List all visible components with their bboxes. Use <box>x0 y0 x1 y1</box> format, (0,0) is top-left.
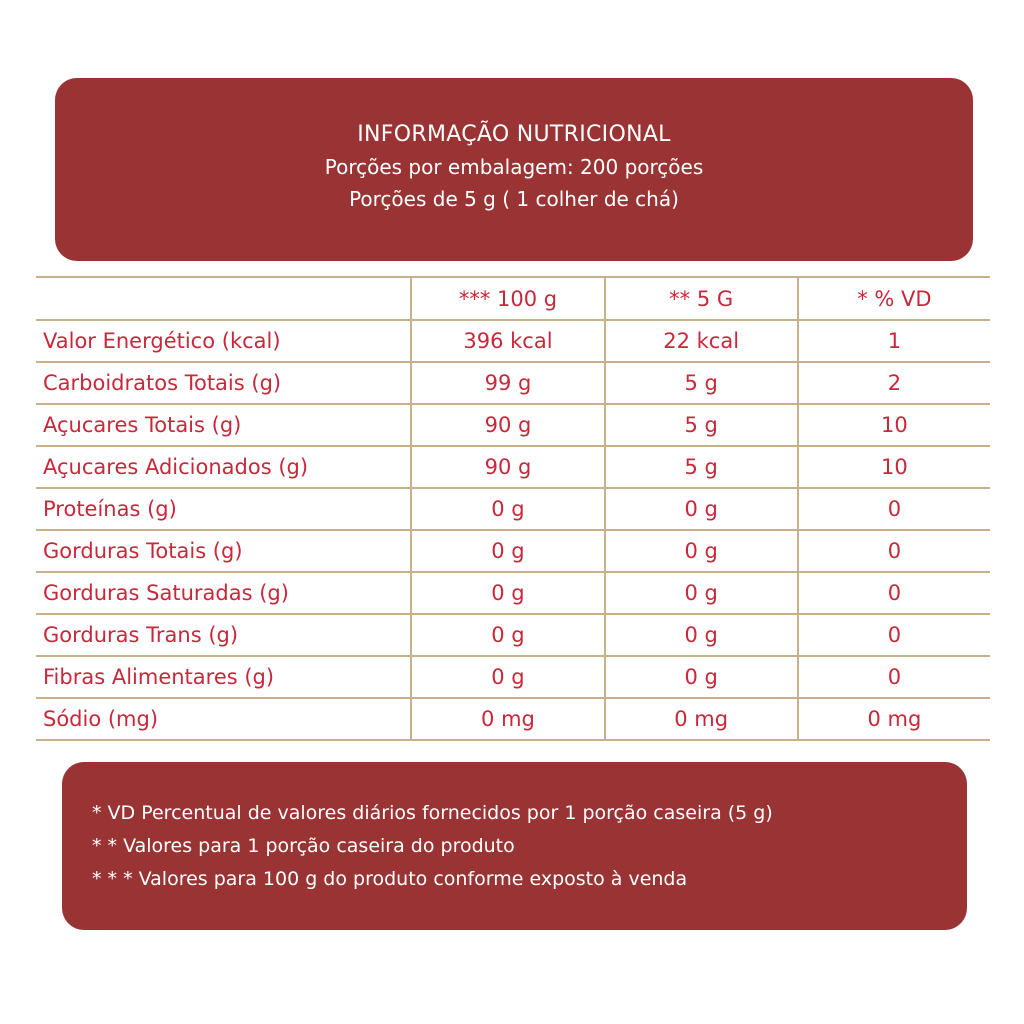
value-per-100g: 0 g <box>410 529 605 573</box>
column-header-nutrient <box>36 276 412 321</box>
nutrient-label: Proteínas (g) <box>36 487 412 531</box>
value-vd: 2 <box>796 361 990 405</box>
nutrient-label: Fibras Alimentares (g) <box>36 655 412 699</box>
value-vd: 10 <box>796 445 990 489</box>
value-vd: 0 <box>796 655 990 699</box>
value-per-100g: 0 g <box>410 655 605 699</box>
footnotes-panel: * VD Percentual de valores diários forne… <box>62 762 967 930</box>
column-header-vd: * % VD <box>796 276 990 321</box>
value-per-100g: 396 kcal <box>410 319 605 363</box>
nutrient-label: Açucares Adicionados (g) <box>36 445 412 489</box>
servings-per-package: Porções por embalagem: 200 porções <box>324 155 704 179</box>
value-per-5g: 5 g <box>603 445 798 489</box>
header-panel: INFORMAÇÃO NUTRICIONAL Porções por embal… <box>55 78 973 261</box>
nutrient-label: Gorduras Trans (g) <box>36 613 412 657</box>
value-per-100g: 99 g <box>410 361 605 405</box>
value-per-100g: 0 mg <box>410 697 605 741</box>
value-vd: 0 mg <box>796 697 990 741</box>
value-per-5g: 0 g <box>603 655 798 699</box>
table-header-row: *** 100 g ** 5 G * % VD <box>36 276 990 321</box>
nutrient-label: Açucares Totais (g) <box>36 403 412 447</box>
value-per-5g: 0 g <box>603 613 798 657</box>
footnote-serving: * * Valores para 1 porção caseira do pro… <box>92 835 515 857</box>
value-per-5g: 0 g <box>603 529 798 573</box>
value-vd: 0 <box>796 529 990 573</box>
nutrient-label: Carboidratos Totais (g) <box>36 361 412 405</box>
label-title: INFORMAÇÃO NUTRICIONAL <box>357 122 671 147</box>
nutrition-table: *** 100 g ** 5 G * % VD Valor Energético (k… <box>36 276 990 741</box>
value-vd: 0 <box>796 571 990 615</box>
value-per-5g: 22 kcal <box>603 319 798 363</box>
table-row: Valor Energético (kcal) 396 kcal 22 kcal 1 <box>36 319 990 363</box>
value-per-5g: 5 g <box>603 361 798 405</box>
value-per-5g: 0 g <box>603 571 798 615</box>
footnote-100g: * * * Valores para 100 g do produto conf… <box>92 868 688 890</box>
value-per-5g: 5 g <box>603 403 798 447</box>
value-per-100g: 90 g <box>410 445 605 489</box>
value-per-5g: 0 g <box>603 487 798 531</box>
column-header-5g: ** 5 G <box>603 276 798 321</box>
nutrient-label: Valor Energético (kcal) <box>36 319 412 363</box>
serving-size: Porções de 5 g ( 1 colher de chá) <box>349 187 679 211</box>
value-per-100g: 0 g <box>410 613 605 657</box>
value-vd: 0 <box>796 613 990 657</box>
value-per-5g: 0 mg <box>603 697 798 741</box>
footnote-vd: * VD Percentual de valores diários forne… <box>92 802 773 824</box>
column-header-100g: *** 100 g <box>410 276 605 321</box>
nutrient-label: Sódio (mg) <box>36 697 412 741</box>
value-vd: 10 <box>796 403 990 447</box>
nutrient-label: Gorduras Totais (g) <box>36 529 412 573</box>
value-vd: 0 <box>796 487 990 531</box>
value-vd: 1 <box>796 319 990 363</box>
value-per-100g: 0 g <box>410 487 605 531</box>
value-per-100g: 90 g <box>410 403 605 447</box>
nutrient-label: Gorduras Saturadas (g) <box>36 571 412 615</box>
table-row: Sódio (mg) 0 mg 0 mg 0 mg <box>36 697 990 741</box>
value-per-100g: 0 g <box>410 571 605 615</box>
